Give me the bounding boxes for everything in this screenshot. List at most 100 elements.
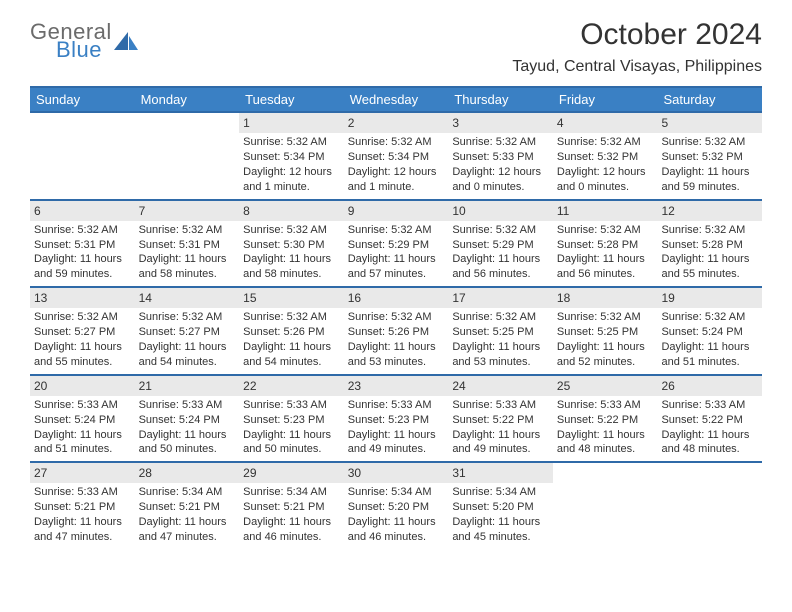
sunrise-text: Sunrise: 5:32 AM bbox=[243, 135, 340, 150]
sunset-text: Sunset: 5:28 PM bbox=[557, 238, 654, 253]
sunrise-text: Sunrise: 5:32 AM bbox=[34, 310, 131, 325]
sunset-text: Sunset: 5:29 PM bbox=[348, 238, 445, 253]
sunrise-text: Sunrise: 5:32 AM bbox=[661, 310, 758, 325]
sunrise-text: Sunrise: 5:32 AM bbox=[661, 223, 758, 238]
sunset-text: Sunset: 5:33 PM bbox=[452, 150, 549, 165]
sunrise-text: Sunrise: 5:33 AM bbox=[139, 398, 236, 413]
daylight-text: Daylight: 11 hours and 53 minutes. bbox=[348, 340, 445, 370]
header: General Blue October 2024 Tayud, Central… bbox=[30, 18, 762, 76]
daylight-text: Daylight: 11 hours and 56 minutes. bbox=[557, 252, 654, 282]
calendar-cell bbox=[657, 463, 762, 549]
sunset-text: Sunset: 5:21 PM bbox=[243, 500, 340, 515]
daylight-text: Daylight: 11 hours and 54 minutes. bbox=[243, 340, 340, 370]
daylight-text: Daylight: 11 hours and 51 minutes. bbox=[34, 428, 131, 458]
daylight-text: Daylight: 11 hours and 48 minutes. bbox=[557, 428, 654, 458]
sunset-text: Sunset: 5:28 PM bbox=[661, 238, 758, 253]
day-number: 25 bbox=[553, 376, 658, 396]
logo-sail-icon bbox=[114, 32, 138, 50]
sunset-text: Sunset: 5:29 PM bbox=[452, 238, 549, 253]
daylight-text: Daylight: 11 hours and 55 minutes. bbox=[661, 252, 758, 282]
calendar-cell: 17Sunrise: 5:32 AMSunset: 5:25 PMDayligh… bbox=[448, 288, 553, 374]
dayhead-saturday: Saturday bbox=[657, 88, 762, 111]
sunrise-text: Sunrise: 5:32 AM bbox=[348, 135, 445, 150]
daylight-text: Daylight: 11 hours and 47 minutes. bbox=[34, 515, 131, 545]
day-number: 16 bbox=[344, 288, 449, 308]
sunrise-text: Sunrise: 5:33 AM bbox=[243, 398, 340, 413]
day-number: 24 bbox=[448, 376, 553, 396]
day-number: 4 bbox=[553, 113, 658, 133]
sunset-text: Sunset: 5:27 PM bbox=[34, 325, 131, 340]
daylight-text: Daylight: 11 hours and 58 minutes. bbox=[139, 252, 236, 282]
page-title: October 2024 bbox=[512, 18, 762, 52]
calendar-cell: 21Sunrise: 5:33 AMSunset: 5:24 PMDayligh… bbox=[135, 376, 240, 462]
calendar: Sunday Monday Tuesday Wednesday Thursday… bbox=[30, 86, 762, 549]
day-number: 22 bbox=[239, 376, 344, 396]
day-number: 12 bbox=[657, 201, 762, 221]
calendar-cell: 5Sunrise: 5:32 AMSunset: 5:32 PMDaylight… bbox=[657, 113, 762, 199]
daylight-text: Daylight: 11 hours and 51 minutes. bbox=[661, 340, 758, 370]
sunset-text: Sunset: 5:24 PM bbox=[661, 325, 758, 340]
day-number: 21 bbox=[135, 376, 240, 396]
sunset-text: Sunset: 5:34 PM bbox=[243, 150, 340, 165]
sunrise-text: Sunrise: 5:34 AM bbox=[139, 485, 236, 500]
calendar-week: 1Sunrise: 5:32 AMSunset: 5:34 PMDaylight… bbox=[30, 111, 762, 199]
sunset-text: Sunset: 5:23 PM bbox=[243, 413, 340, 428]
day-number: 13 bbox=[30, 288, 135, 308]
calendar-cell: 10Sunrise: 5:32 AMSunset: 5:29 PMDayligh… bbox=[448, 201, 553, 287]
calendar-cell: 7Sunrise: 5:32 AMSunset: 5:31 PMDaylight… bbox=[135, 201, 240, 287]
sunrise-text: Sunrise: 5:32 AM bbox=[243, 310, 340, 325]
logo-text: General Blue bbox=[30, 22, 112, 60]
daylight-text: Daylight: 12 hours and 1 minute. bbox=[243, 165, 340, 195]
daylight-text: Daylight: 11 hours and 59 minutes. bbox=[34, 252, 131, 282]
day-number: 30 bbox=[344, 463, 449, 483]
dayhead-thursday: Thursday bbox=[448, 88, 553, 111]
calendar-cell: 20Sunrise: 5:33 AMSunset: 5:24 PMDayligh… bbox=[30, 376, 135, 462]
sunrise-text: Sunrise: 5:33 AM bbox=[34, 485, 131, 500]
sunrise-text: Sunrise: 5:33 AM bbox=[34, 398, 131, 413]
dayhead-tuesday: Tuesday bbox=[239, 88, 344, 111]
calendar-cell: 12 Sunrise: 5:32 AMSunset: 5:28 PMDayligh… bbox=[657, 201, 762, 287]
sunrise-text: Sunrise: 5:32 AM bbox=[452, 310, 549, 325]
day-number: 5 bbox=[657, 113, 762, 133]
daylight-text: Daylight: 11 hours and 53 minutes. bbox=[452, 340, 549, 370]
day-number: 26 bbox=[657, 376, 762, 396]
sunrise-text: Sunrise: 5:32 AM bbox=[557, 223, 654, 238]
day-number: 7 bbox=[135, 201, 240, 221]
day-number: 3 bbox=[448, 113, 553, 133]
sunset-text: Sunset: 5:21 PM bbox=[34, 500, 131, 515]
calendar-cell: 13Sunrise: 5:32 AMSunset: 5:27 PMDayligh… bbox=[30, 288, 135, 374]
day-number: 15 bbox=[239, 288, 344, 308]
day-number: 11 bbox=[553, 201, 658, 221]
calendar-week: 27Sunrise: 5:33 AMSunset: 5:21 PMDayligh… bbox=[30, 461, 762, 549]
calendar-cell: 11 Sunrise: 5:32 AMSunset: 5:28 PMDayligh… bbox=[553, 201, 658, 287]
daylight-text: Daylight: 11 hours and 49 minutes. bbox=[348, 428, 445, 458]
sunset-text: Sunset: 5:20 PM bbox=[452, 500, 549, 515]
calendar-cell: 29Sunrise: 5:34 AMSunset: 5:21 PMDayligh… bbox=[239, 463, 344, 549]
sunrise-text: Sunrise: 5:32 AM bbox=[452, 135, 549, 150]
daylight-text: Daylight: 11 hours and 49 minutes. bbox=[452, 428, 549, 458]
day-number: 19 bbox=[657, 288, 762, 308]
sunset-text: Sunset: 5:22 PM bbox=[452, 413, 549, 428]
daylight-text: Daylight: 11 hours and 59 minutes. bbox=[661, 165, 758, 195]
day-number: 31 bbox=[448, 463, 553, 483]
calendar-cell: 22Sunrise: 5:33 AMSunset: 5:23 PMDayligh… bbox=[239, 376, 344, 462]
weeks-container: 1Sunrise: 5:32 AMSunset: 5:34 PMDaylight… bbox=[30, 111, 762, 549]
sunrise-text: Sunrise: 5:32 AM bbox=[557, 135, 654, 150]
calendar-cell bbox=[30, 113, 135, 199]
sunrise-text: Sunrise: 5:33 AM bbox=[557, 398, 654, 413]
calendar-cell: 14Sunrise: 5:32 AMSunset: 5:27 PMDayligh… bbox=[135, 288, 240, 374]
sunset-text: Sunset: 5:32 PM bbox=[557, 150, 654, 165]
daylight-text: Daylight: 11 hours and 47 minutes. bbox=[139, 515, 236, 545]
daylight-text: Daylight: 11 hours and 52 minutes. bbox=[557, 340, 654, 370]
day-number: 27 bbox=[30, 463, 135, 483]
day-number: 6 bbox=[30, 201, 135, 221]
calendar-cell: 30Sunrise: 5:34 AMSunset: 5:20 PMDayligh… bbox=[344, 463, 449, 549]
daylight-text: Daylight: 11 hours and 57 minutes. bbox=[348, 252, 445, 282]
daylight-text: Daylight: 12 hours and 0 minutes. bbox=[557, 165, 654, 195]
sunset-text: Sunset: 5:21 PM bbox=[139, 500, 236, 515]
dayhead-friday: Friday bbox=[553, 88, 658, 111]
sunrise-text: Sunrise: 5:33 AM bbox=[452, 398, 549, 413]
sunrise-text: Sunrise: 5:34 AM bbox=[348, 485, 445, 500]
calendar-cell: 16Sunrise: 5:32 AMSunset: 5:26 PMDayligh… bbox=[344, 288, 449, 374]
day-number: 8 bbox=[239, 201, 344, 221]
